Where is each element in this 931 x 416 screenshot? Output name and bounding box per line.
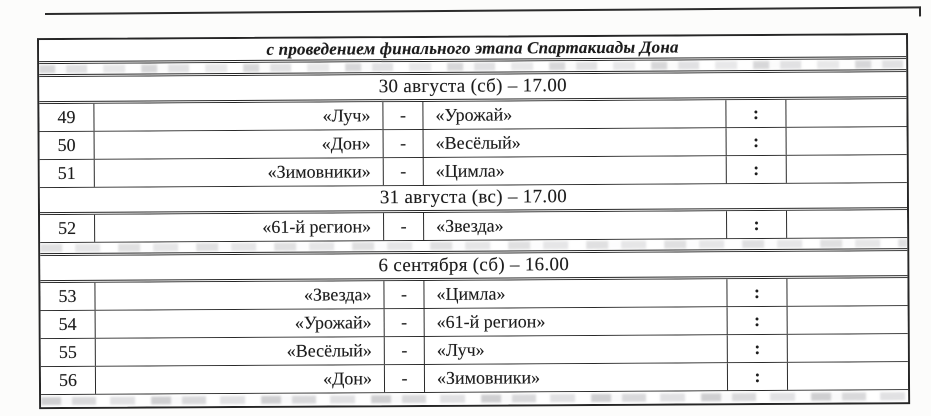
match-dash: - (384, 212, 425, 241)
match-dash: - (383, 129, 424, 158)
match-number: 50 (39, 131, 95, 160)
home-team: «Урожай» (95, 309, 385, 338)
score-cell (787, 210, 907, 238)
match-number: 53 (40, 282, 96, 311)
score-separator: : (726, 155, 787, 184)
match-number: 52 (40, 214, 96, 243)
match-dash: - (384, 336, 425, 365)
score-separator: : (727, 306, 788, 335)
score-cell (788, 362, 908, 390)
schedule-title: с проведением финального этапа Спартакиа… (266, 36, 679, 59)
home-team: «Дон» (95, 365, 386, 394)
match-dash: - (384, 364, 426, 393)
score-cell (787, 127, 907, 155)
page-top-rule (44, 6, 922, 17)
date-header: 31 августа (вс) – 17.00 (379, 186, 568, 209)
home-team: «Дон» (94, 130, 384, 159)
home-team: «61-й регион» (95, 213, 385, 242)
score-separator: : (727, 362, 789, 391)
score-cell (787, 278, 907, 306)
match-number: 54 (40, 310, 96, 339)
home-team: «Звезда» (95, 281, 385, 310)
home-team: «Луч» (94, 102, 384, 131)
score-separator: : (726, 99, 787, 128)
score-cell (788, 306, 908, 334)
score-separator: : (727, 334, 788, 363)
away-team: «61-й регион» (424, 307, 728, 336)
date-header: 6 сентября (сб) – 16.00 (378, 254, 570, 277)
score-separator: : (727, 278, 788, 307)
date-header: 30 августа (сб) – 17.00 (378, 75, 567, 98)
match-number: 51 (39, 159, 95, 188)
match-dash: - (383, 157, 424, 186)
away-team: «Зимовники» (424, 363, 729, 392)
match-dash: - (384, 308, 425, 337)
schedule-table: с проведением финального этапа Спартакиа… (37, 33, 911, 410)
away-team: «Луч» (424, 335, 728, 364)
home-team: «Весёлый» (95, 337, 385, 366)
match-number: 49 (39, 103, 95, 132)
scan-artifact (41, 392, 909, 406)
score-separator: : (727, 210, 788, 239)
page-top-rule-tick (918, 6, 922, 17)
away-team: «Цимла» (423, 156, 727, 185)
score-cell (786, 99, 906, 127)
home-team: «Зимовники» (94, 158, 384, 187)
away-team: «Урожай» (423, 100, 727, 129)
score-cell (787, 155, 907, 183)
match-dash: - (384, 280, 425, 309)
match-dash: - (383, 101, 424, 130)
away-team: «Звезда» (424, 211, 728, 240)
away-team: «Весёлый» (423, 128, 727, 157)
match-number: 55 (40, 338, 96, 367)
score-cell (788, 334, 908, 362)
score-separator: : (726, 127, 787, 156)
away-team: «Цимла» (424, 279, 728, 308)
match-number: 56 (40, 366, 97, 395)
